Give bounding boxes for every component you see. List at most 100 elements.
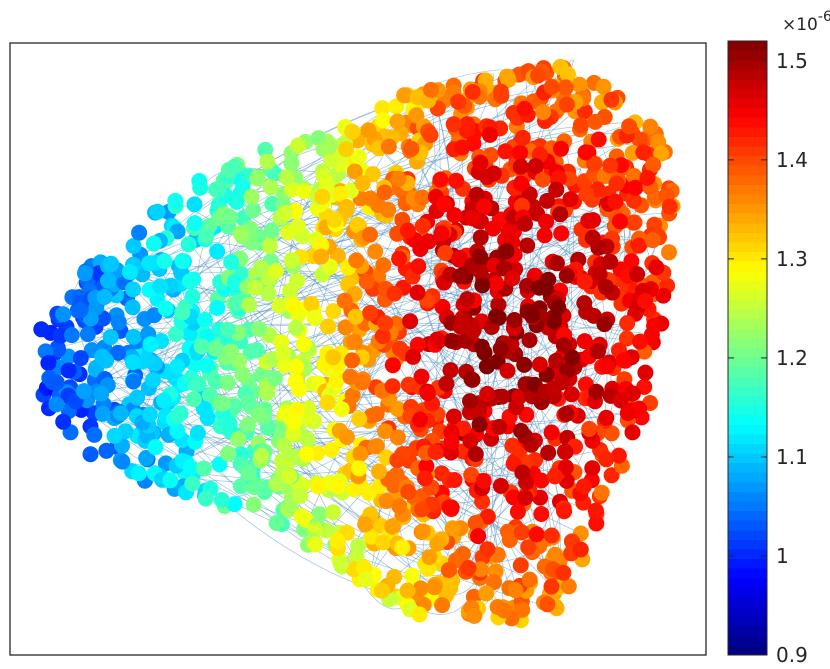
graph-node [322, 258, 339, 275]
graph-node [454, 546, 471, 562]
graph-node [310, 478, 327, 495]
graph-node [587, 113, 604, 130]
graph-node [443, 332, 460, 349]
graph-node [232, 478, 249, 495]
graph-node [476, 198, 492, 215]
graph-node [370, 197, 387, 213]
graph-node [167, 192, 184, 209]
graph-node [507, 582, 524, 599]
graph-node [563, 386, 580, 403]
graph-node [472, 229, 489, 246]
graph-node [433, 225, 450, 242]
graph-node [82, 446, 99, 463]
graph-node [602, 253, 619, 270]
graph-node [488, 308, 504, 325]
graph-node [527, 158, 544, 174]
graph-node [462, 433, 479, 449]
graph-node [564, 349, 581, 366]
graph-node [106, 427, 123, 444]
graph-node [572, 541, 589, 558]
graph-node [298, 446, 315, 463]
graph-node [590, 343, 606, 360]
graph-node [226, 158, 243, 175]
graph-node [540, 444, 557, 461]
graph-node [351, 411, 368, 427]
graph-node [389, 113, 406, 130]
graph-node [263, 222, 280, 239]
graph-node [138, 450, 155, 466]
graph-edge [529, 288, 587, 385]
graph-node [521, 571, 538, 588]
graph-node [391, 340, 408, 357]
graph-node [192, 179, 209, 196]
graph-node [354, 175, 371, 192]
graph-node [329, 478, 346, 495]
graph-node [557, 79, 574, 96]
graph-node [543, 424, 560, 441]
graph-node [543, 527, 560, 544]
graph-node [266, 165, 283, 182]
graph-node [454, 312, 471, 329]
graph-node [591, 266, 608, 283]
graph-node [598, 409, 615, 426]
graph-node [322, 138, 339, 155]
graph-node [463, 467, 480, 483]
graph-node [610, 447, 627, 464]
graph-node [516, 356, 533, 373]
graph-node [471, 416, 488, 433]
graph-node [624, 385, 641, 402]
graph-node [63, 327, 80, 344]
graph-node [75, 383, 92, 400]
graph-node [145, 235, 162, 252]
graph-node [478, 358, 495, 375]
graph-node [348, 252, 365, 269]
graph-node [72, 302, 89, 319]
graph-node [338, 199, 355, 215]
graph-node [277, 205, 294, 222]
graph-node [197, 490, 214, 507]
graph-node [100, 272, 116, 289]
graph-node [485, 220, 501, 237]
graph-node [198, 357, 215, 374]
graph-node [555, 564, 572, 581]
graph-node [336, 292, 353, 309]
graph-node [655, 287, 672, 304]
graph-node [595, 78, 612, 95]
graph-node [621, 118, 638, 135]
graph-node [243, 188, 260, 205]
graph-edge [260, 185, 515, 269]
graph-node [295, 336, 312, 353]
graph-node [448, 172, 465, 189]
graph-node [249, 169, 266, 186]
graph-node [422, 127, 439, 144]
graph-node [221, 209, 238, 225]
graph-node [141, 406, 158, 423]
graph-node [514, 129, 531, 146]
graph-node [576, 273, 593, 290]
colorbar-tick-label: 1.1 [776, 445, 808, 469]
graph-node [536, 227, 553, 244]
graph-node [110, 344, 127, 361]
graph-nodes [33, 58, 681, 629]
graph-node [413, 368, 430, 385]
network-graph [33, 58, 681, 629]
graph-node [587, 502, 604, 519]
graph-node [319, 394, 336, 411]
graph-node [168, 326, 184, 343]
graph-node [125, 373, 142, 390]
graph-node [646, 317, 663, 334]
graph-node [72, 350, 89, 367]
graph-node [329, 532, 346, 549]
graph-node [285, 415, 302, 431]
graph-node [114, 453, 131, 470]
graph-node [52, 327, 69, 344]
graph-node [169, 407, 186, 424]
graph-node [288, 320, 305, 336]
graph-node [384, 357, 401, 374]
graph-node [141, 255, 157, 272]
graph-node [653, 145, 670, 162]
graph-node [156, 392, 173, 409]
graph-node [472, 561, 489, 578]
graph-node [184, 475, 201, 492]
graph-node [485, 574, 502, 591]
